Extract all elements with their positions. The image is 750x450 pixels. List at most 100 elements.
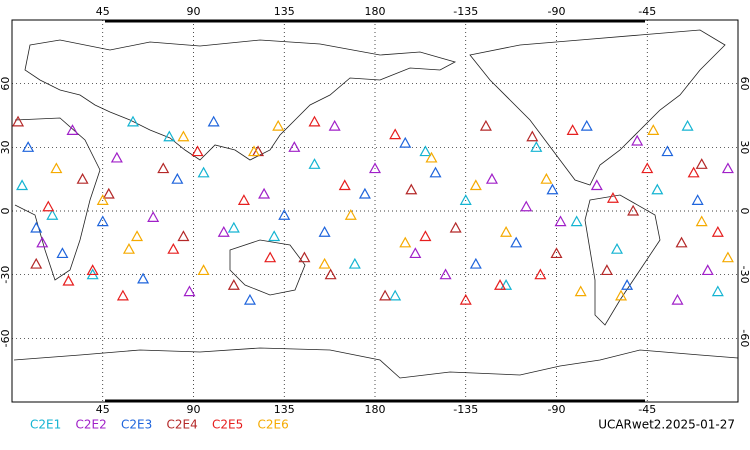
- y-tick-label-left: 60: [0, 77, 12, 91]
- legend-entry: C2E4: [167, 418, 198, 432]
- observation-marker: [479, 119, 492, 131]
- x-tick-label-bottom: 90: [187, 403, 201, 416]
- observation-marker: [711, 285, 724, 297]
- observation-marker: [167, 242, 180, 254]
- y-tick-label-right: 30: [738, 140, 750, 154]
- y-tick-label-right: -30: [738, 266, 750, 284]
- observation-marker: [379, 289, 392, 301]
- coastlines: [13, 29, 739, 379]
- legend-entry: C2E6: [258, 418, 289, 432]
- observation-marker: [298, 251, 311, 263]
- observation-marker: [288, 141, 301, 152]
- observation-marker: [227, 221, 240, 233]
- observation-marker: [147, 211, 160, 222]
- observation-marker: [526, 130, 539, 142]
- observation-marker: [177, 230, 190, 242]
- legend-entry: C2E3: [121, 418, 152, 432]
- observation-marker: [695, 215, 708, 227]
- observation-marker: [419, 145, 432, 157]
- antarctica-coast: [13, 347, 739, 379]
- x-tick-label-bottom: 180: [365, 403, 386, 416]
- observation-marker: [348, 257, 361, 269]
- observation-marker: [66, 124, 79, 135]
- observation-marker: [96, 194, 109, 205]
- observation-marker: [429, 166, 442, 178]
- observation-marker: [534, 268, 547, 280]
- observation-marker: [419, 230, 432, 242]
- observation-marker: [116, 289, 129, 301]
- observation-marker: [610, 242, 624, 254]
- y-tick-label-right: -60: [738, 329, 750, 347]
- observation-marker: [207, 115, 220, 127]
- observation-marker: [122, 242, 135, 254]
- observation-marker: [409, 247, 422, 259]
- observation-marker: [308, 115, 321, 127]
- y-tick-label-right: 60: [738, 77, 750, 91]
- observation-marker: [56, 247, 69, 259]
- observation-marker: [368, 162, 382, 174]
- observation-marker: [197, 166, 210, 178]
- observation-marker: [30, 257, 43, 269]
- observation-marker: [344, 209, 357, 220]
- observation-marker: [566, 124, 579, 135]
- y-tick-label-right: 0: [738, 208, 750, 215]
- observation-marker: [641, 162, 654, 174]
- observation-marker: [399, 236, 412, 248]
- observation-marker: [671, 293, 684, 305]
- observation-marker: [721, 162, 734, 174]
- y-tick-label-left: 0: [0, 208, 12, 215]
- observation-marker: [131, 230, 144, 242]
- observation-marker: [425, 151, 438, 163]
- observation-marker: [247, 145, 261, 157]
- observation-marker: [469, 179, 482, 191]
- south-america-coast: [584, 194, 661, 326]
- observation-marker: [550, 247, 563, 259]
- observation-marker: [46, 209, 59, 220]
- observation-marker: [600, 264, 613, 276]
- x-tick-label-bottom: 135: [274, 403, 295, 416]
- footer-label: UCARwet2.2025-01-27: [598, 418, 735, 432]
- observation-marker: [86, 264, 99, 276]
- observation-marker: [631, 134, 644, 146]
- x-tick-label-top: 45: [96, 5, 110, 18]
- x-tick-label-bottom: -90: [548, 403, 566, 416]
- legend-entry: C2E1: [30, 418, 61, 432]
- legend-entry: C2E2: [76, 418, 107, 432]
- observation-marker: [126, 115, 140, 127]
- observation-marker: [627, 204, 640, 216]
- observation-marker: [157, 162, 170, 174]
- observation-marker: [695, 158, 708, 169]
- observation-marker: [485, 172, 498, 184]
- observation-marker: [30, 221, 43, 233]
- observation-marker: [243, 293, 256, 305]
- observation-marker: [268, 230, 281, 242]
- observation-marker: [16, 179, 29, 191]
- observation-marker: [570, 215, 583, 227]
- observation-marker: [227, 279, 240, 290]
- observation-marker: [721, 251, 734, 263]
- observation-marker: [405, 183, 418, 195]
- observation-marker: [711, 225, 724, 237]
- observation-marker: [338, 179, 351, 191]
- observation-marker: [530, 141, 543, 152]
- x-tick-label-top: 135: [274, 5, 295, 18]
- y-tick-label-left: -60: [0, 329, 12, 347]
- x-tick-label-top: 180: [365, 5, 386, 18]
- observation-marker: [191, 145, 204, 157]
- eurasia-coast: [24, 39, 457, 161]
- north-america-coast: [469, 29, 726, 186]
- observation-marker: [389, 289, 402, 301]
- observation-marker: [590, 179, 603, 191]
- observation-marker: [540, 172, 553, 184]
- x-tick-label-top: 90: [187, 5, 201, 18]
- observation-marker: [459, 293, 472, 305]
- observation-marker: [318, 257, 331, 269]
- observation-marker: [183, 285, 196, 297]
- observation-marker: [574, 285, 587, 297]
- observation-marker: [494, 279, 507, 290]
- observation-marker: [675, 236, 688, 248]
- observation-marker: [197, 264, 210, 276]
- observation-marker: [278, 209, 291, 220]
- observation-marker: [264, 251, 277, 263]
